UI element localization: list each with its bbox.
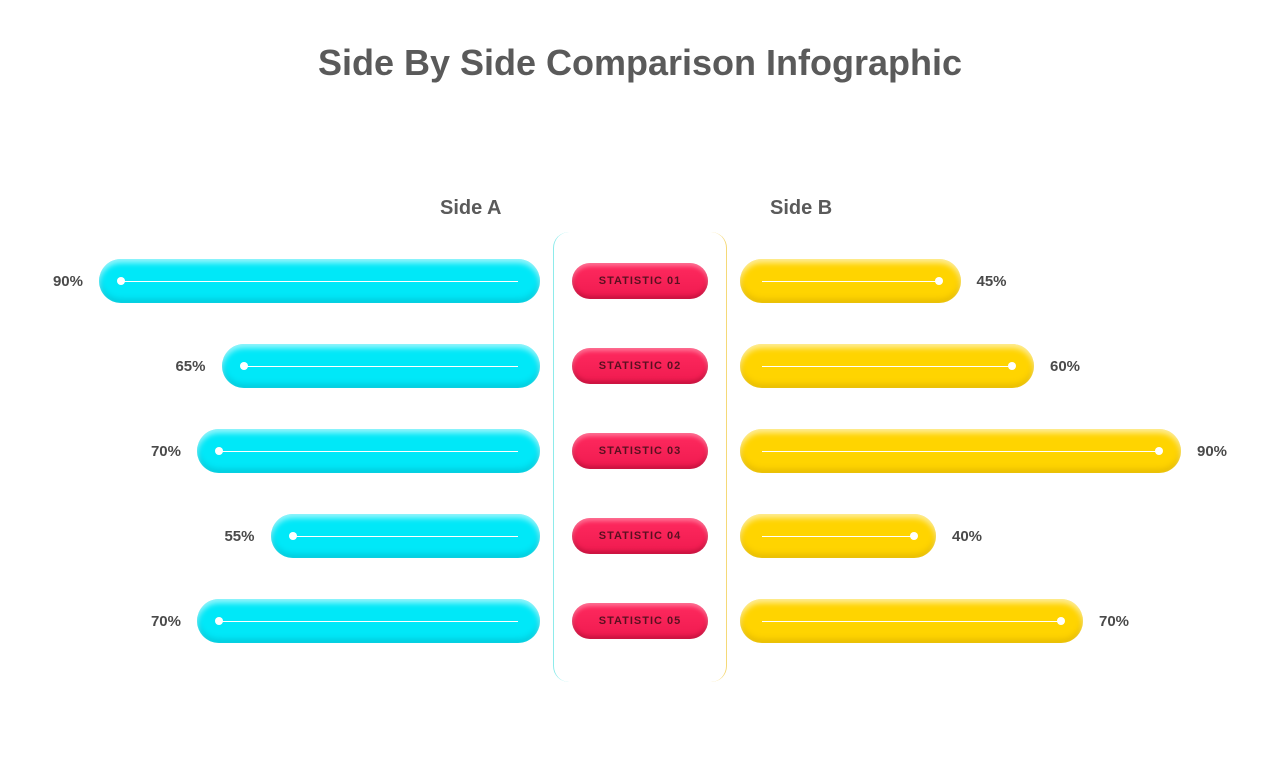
bar-end-dot (1155, 447, 1163, 455)
side-a-bar (99, 259, 540, 303)
side-a-percent: 70% (151, 613, 181, 630)
comparison-row: STATISTIC 03 70% 90% (0, 429, 1280, 473)
bar-end-dot (910, 532, 918, 540)
bar-end-dot (1008, 362, 1016, 370)
bar-inner-line (762, 281, 939, 282)
statistic-label-pill: STATISTIC 02 (572, 348, 708, 384)
bar-end-dot (240, 362, 248, 370)
statistic-label-pill: STATISTIC 04 (572, 518, 708, 554)
side-b-percent: 90% (1197, 443, 1227, 460)
bar-inner-line (121, 281, 518, 282)
bar-end-dot (215, 447, 223, 455)
side-a-bar (197, 429, 540, 473)
statistic-label-pill: STATISTIC 01 (572, 263, 708, 299)
side-b-percent: 40% (952, 528, 982, 545)
side-b-percent: 60% (1050, 358, 1080, 375)
comparison-row: STATISTIC 01 90% 45% (0, 259, 1280, 303)
bar-end-dot (935, 277, 943, 285)
bar-inner-line (219, 451, 518, 452)
statistic-label-pill: STATISTIC 05 (572, 603, 708, 639)
side-a-bar (197, 599, 540, 643)
side-a-percent: 70% (151, 443, 181, 460)
side-a-percent: 55% (224, 528, 254, 545)
side-b-header: Side B (770, 197, 832, 220)
bar-inner-line (762, 366, 1012, 367)
bar-inner-line (762, 621, 1061, 622)
bar-inner-line (293, 536, 519, 537)
bar-inner-line (219, 621, 518, 622)
side-b-percent: 45% (977, 273, 1007, 290)
side-a-header: Side A (440, 197, 502, 220)
side-b-bar (740, 259, 961, 303)
side-b-bar (740, 344, 1034, 388)
side-b-percent: 70% (1099, 613, 1129, 630)
statistic-label-pill: STATISTIC 03 (572, 433, 708, 469)
bar-end-dot (117, 277, 125, 285)
side-a-bar (222, 344, 541, 388)
bar-end-dot (289, 532, 297, 540)
side-a-bar (271, 514, 541, 558)
bar-end-dot (215, 617, 223, 625)
side-a-percent: 65% (175, 358, 205, 375)
page-title: Side By Side Comparison Infographic (0, 42, 1280, 84)
comparison-row: STATISTIC 02 65% 60% (0, 344, 1280, 388)
side-b-bar (740, 429, 1181, 473)
side-b-bar (740, 514, 936, 558)
side-a-percent: 90% (53, 273, 83, 290)
comparison-row: STATISTIC 05 70% 70% (0, 599, 1280, 643)
bar-inner-line (244, 366, 519, 367)
side-b-bar (740, 599, 1083, 643)
bar-inner-line (762, 451, 1159, 452)
comparison-row: STATISTIC 04 55% 40% (0, 514, 1280, 558)
bar-inner-line (762, 536, 914, 537)
bar-end-dot (1057, 617, 1065, 625)
